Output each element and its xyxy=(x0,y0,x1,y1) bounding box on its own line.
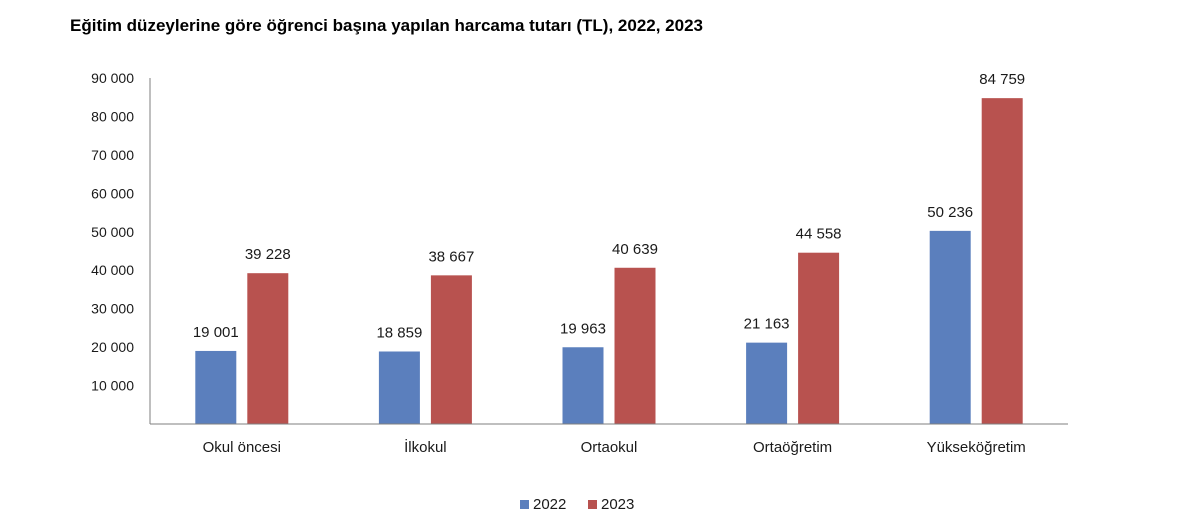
bar-2022 xyxy=(746,342,788,424)
bar-2023 xyxy=(798,252,840,424)
data-label: 18 859 xyxy=(376,324,422,341)
data-label: 40 639 xyxy=(612,241,658,258)
y-tick-label: 10 000 xyxy=(91,378,134,394)
bar-2023 xyxy=(981,98,1023,424)
bars: 19 001 39 228 18 859 38 667 19 963 40 639 21 1… xyxy=(193,71,1025,424)
data-label: 50 236 xyxy=(927,204,973,221)
legend-label: 2022 xyxy=(533,496,566,513)
legend-swatch-2023 xyxy=(588,500,597,509)
data-label: 39 228 xyxy=(245,246,291,263)
y-tick-label: 90 000 xyxy=(91,70,134,86)
y-axis: 10 000 20 000 30 000 40 000 50 000 60 000 70 0… xyxy=(91,70,151,424)
legend-swatch-2022 xyxy=(520,500,529,509)
bar-2023 xyxy=(614,267,656,424)
data-label: 19 001 xyxy=(193,324,239,341)
bar-2022 xyxy=(195,350,237,424)
y-tick-label: 50 000 xyxy=(91,224,134,240)
x-category-label: Yükseköğretim xyxy=(927,439,1026,456)
data-label: 19 963 xyxy=(560,320,606,337)
x-category-label: Ortaokul xyxy=(581,439,638,456)
y-tick-label: 20 000 xyxy=(91,339,134,355)
bar-2022 xyxy=(378,351,420,424)
bar-2023 xyxy=(430,275,472,424)
x-category-label: İlkokul xyxy=(404,438,447,456)
y-tick-label: 70 000 xyxy=(91,147,134,163)
data-label: 44 558 xyxy=(796,226,842,243)
legend: 2022 2023 xyxy=(520,496,634,513)
data-label: 38 667 xyxy=(428,248,474,265)
x-category-label: Ortaöğretim xyxy=(753,439,832,456)
data-label: 84 759 xyxy=(979,71,1025,88)
data-label: 21 163 xyxy=(744,316,790,333)
x-axis: Okul öncesi İlkokul Ortaokul Ortaöğretim Yük… xyxy=(150,423,1068,456)
y-tick-label: 80 000 xyxy=(91,108,134,124)
y-tick-label: 40 000 xyxy=(91,262,134,278)
y-tick-label: 60 000 xyxy=(91,185,134,201)
bar-2023 xyxy=(247,273,289,424)
legend-label: 2023 xyxy=(601,496,634,513)
y-tick-label: 30 000 xyxy=(91,301,134,317)
bar-2022 xyxy=(562,347,604,424)
bar-2022 xyxy=(929,230,971,424)
x-category-label: Okul öncesi xyxy=(203,439,281,456)
chart-title: Eğitim düzeylerine göre öğrenci başına y… xyxy=(70,16,703,35)
